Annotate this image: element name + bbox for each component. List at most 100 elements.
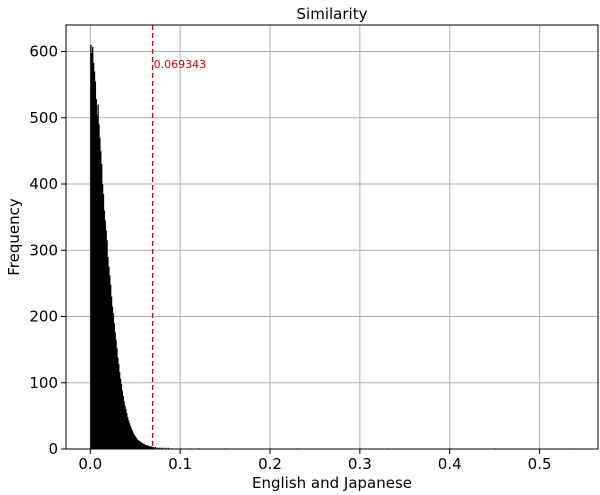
threshold-label: 0.069343: [154, 58, 207, 71]
histogram-bar: [119, 372, 121, 449]
histogram-bar: [131, 430, 133, 449]
histogram-bar: [100, 150, 102, 449]
histogram-bar: [132, 432, 134, 449]
histogram-bar: [148, 446, 150, 449]
histogram-bar: [126, 413, 128, 449]
histogram-bar: [92, 46, 94, 450]
histogram-bar: [99, 137, 101, 449]
histogram-bar: [145, 445, 148, 449]
histogram-bar: [136, 439, 139, 449]
histogram-bar: [118, 364, 120, 449]
x-tick-label: 0.2: [258, 455, 282, 473]
histogram-bar: [122, 396, 124, 449]
histogram-bar: [108, 266, 110, 449]
histogram-bar: [102, 193, 105, 449]
y-tick-label: 200: [29, 308, 58, 326]
histogram-bar: [90, 44, 92, 449]
histogram-bar: [103, 210, 106, 449]
histogram-bar: [145, 445, 147, 449]
histogram-bar: [144, 444, 146, 449]
histogram-bar: [97, 104, 99, 449]
plot-frame: [65, 24, 599, 450]
histogram-bar: [128, 423, 131, 449]
histogram-bar: [142, 443, 144, 449]
histogram-bar: [92, 62, 95, 449]
histogram-bar: [105, 230, 107, 449]
y-tick-label: 400: [29, 175, 58, 193]
histogram-bar: [153, 447, 155, 449]
histogram-bar: [156, 447, 159, 449]
histogram-bar: [141, 443, 143, 449]
histogram-bar: [117, 357, 119, 449]
histogram-bar: [119, 378, 122, 449]
histogram-bar: [124, 405, 126, 449]
histogram-bar: [104, 220, 106, 449]
grid-lines: [66, 25, 598, 450]
histogram-bar: [133, 434, 135, 449]
histogram-bar: [140, 442, 142, 449]
x-tick-label: 0.5: [528, 455, 552, 473]
histogram-bar: [135, 437, 137, 449]
histogram-bar: [93, 71, 96, 449]
y-tick-label: 300: [29, 241, 58, 259]
x-tick-label: 0.0: [78, 455, 102, 473]
histogram-bar: [167, 447, 169, 449]
y-tick-label: 500: [29, 109, 58, 127]
histogram-bar: [164, 447, 167, 449]
histogram-bar: [116, 348, 118, 449]
histogram-bar: [107, 256, 109, 449]
histogram-bar: [136, 438, 138, 449]
histogram-bar: [123, 401, 125, 449]
histogram-bar: [111, 306, 114, 449]
x-tick-label: 0.3: [348, 455, 372, 473]
histogram-bar: [137, 440, 140, 449]
histogram-bar: [130, 428, 133, 449]
histogram-bar: [96, 114, 98, 449]
histogram-bar: [127, 417, 129, 449]
histogram-bar: [112, 313, 115, 449]
histogram-bar: [109, 275, 111, 449]
chart-title: Similarity: [297, 5, 368, 23]
histogram-bar: [115, 339, 117, 449]
histogram-bar: [128, 420, 130, 449]
histogram-bar: [101, 184, 104, 449]
y-tick-label: 0: [48, 440, 58, 458]
histogram-bars: [90, 44, 575, 450]
histogram-bar: [150, 446, 152, 449]
histogram-bar: [162, 447, 164, 449]
x-axis-ticks: 0.0 0.1 0.2 0.3 0.4 0.5: [78, 449, 552, 473]
x-tick-label: 0.4: [438, 455, 462, 473]
y-tick-label: 600: [29, 43, 58, 61]
histogram-bar: [149, 446, 151, 449]
histogram-bar: [152, 447, 154, 449]
x-tick-label: 0.1: [168, 455, 192, 473]
y-axis-ticks: 0 100 200 300 400 500 600: [29, 43, 66, 458]
histogram-bar: [158, 447, 160, 449]
histogram-bar: [113, 323, 115, 449]
histogram-bar: [139, 441, 142, 449]
histogram-bar: [114, 332, 116, 449]
histogram-bar: [146, 445, 149, 449]
x-axis-title: English and Japanese: [252, 474, 412, 492]
histogram-bar: [151, 447, 153, 449]
histogram-bar: [160, 447, 162, 449]
histogram-bar: [101, 164, 103, 449]
histogram-bar: [134, 435, 136, 449]
histogram-bar: [121, 390, 124, 449]
histogram-bar: [154, 447, 157, 449]
histogram-bar: [147, 445, 150, 449]
histogram-bar: [120, 384, 123, 449]
histogram-bar: [125, 409, 127, 449]
histogram-bar: [94, 81, 97, 449]
histogram-bar: [110, 284, 112, 449]
histogram-bar: [138, 441, 141, 449]
threshold-marker: 0.069343: [151, 25, 207, 449]
histogram-bar: [143, 443, 145, 449]
histogram-bar: [95, 99, 97, 449]
y-tick-label: 100: [29, 374, 58, 392]
histogram-bar: [106, 240, 108, 449]
histogram-bar: [91, 52, 93, 449]
y-axis-title: Frequency: [5, 198, 23, 276]
histogram-bar: [98, 124, 100, 449]
